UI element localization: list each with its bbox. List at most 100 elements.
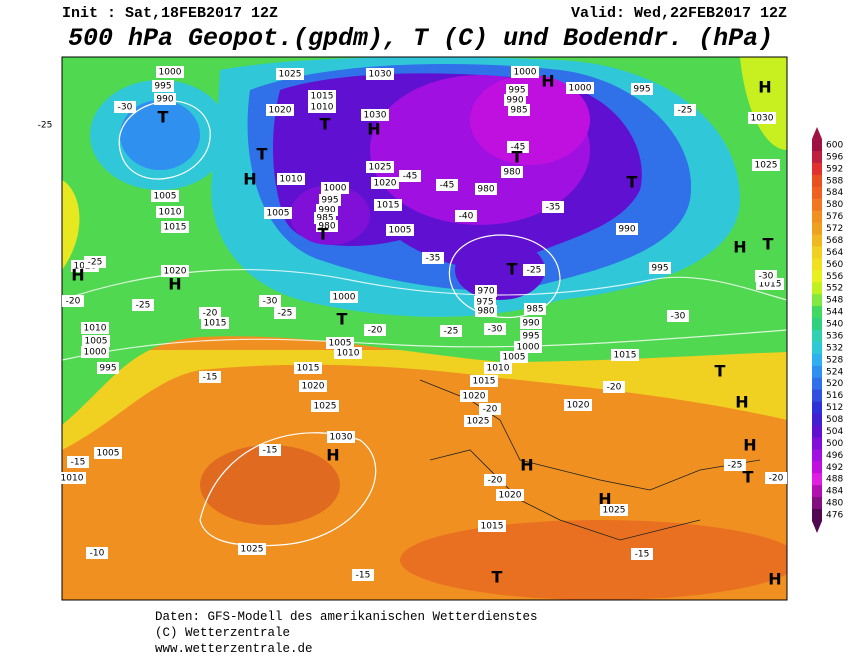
contour-label: 995 [633, 85, 650, 95]
contour-label: 1015 [377, 201, 400, 211]
contour-label: 1025 [241, 545, 264, 555]
pressure-center: H [168, 275, 181, 294]
colorbar-cell [812, 341, 822, 355]
contour-label: 1015 [297, 364, 320, 374]
label-box [319, 194, 341, 206]
contour-label: -20 [368, 326, 383, 336]
colorbar-cap [812, 520, 822, 533]
label-box [238, 543, 266, 555]
contour-label: -20 [607, 383, 622, 393]
colorbar-label: 576 [826, 212, 843, 222]
colorbar-cap [812, 127, 822, 140]
label-box [631, 548, 653, 560]
pressure-center: H [243, 170, 256, 189]
colorbar-label: 516 [826, 391, 843, 401]
colorbar-cell [812, 186, 822, 200]
label-box [374, 199, 402, 211]
label-box [156, 206, 184, 218]
contour-label: -35 [426, 254, 441, 264]
pressure-center: T [715, 362, 726, 381]
pressure-center: H [758, 78, 771, 97]
pressure-center: H [735, 393, 748, 412]
pressure-center: T [318, 225, 329, 244]
label-box [352, 569, 374, 581]
label-box [600, 504, 628, 516]
contour-label: 1005 [503, 353, 526, 363]
label-box [501, 166, 523, 178]
colorbar-label: 596 [826, 152, 843, 162]
contour-label: -25 [136, 301, 151, 311]
label-box [500, 351, 528, 363]
contour-label: 995 [651, 264, 668, 274]
label-box [464, 415, 492, 427]
label-box [201, 317, 229, 329]
contour-label: 1005 [85, 337, 108, 347]
valid-time: Valid: Wed,22FEB2017 12Z [571, 5, 787, 22]
contour-label: 1005 [97, 449, 120, 459]
contour-label: -20 [203, 309, 218, 319]
footer-line: www.wetterzentrale.de [155, 642, 313, 656]
pressure-center: H [743, 436, 756, 455]
colorbar-cell [812, 222, 822, 236]
label-box [724, 459, 746, 471]
contour-label: -20 [66, 297, 81, 307]
pressure-center: H [367, 120, 380, 139]
colorbar-label: 560 [826, 260, 843, 270]
contour-label: 1000 [324, 184, 347, 194]
contour-label: 980 [318, 222, 335, 232]
label-box [631, 83, 653, 95]
contour-label: -30 [118, 103, 133, 113]
label-box [504, 94, 526, 106]
contour-label: -20 [769, 474, 784, 484]
contour-label: 995 [522, 332, 539, 342]
contour-label: 990 [156, 95, 173, 105]
contour-label: 1015 [204, 319, 227, 329]
colorbar-cell [812, 461, 822, 474]
contour-label: -25 [444, 327, 459, 337]
contour-label: -25 [278, 309, 293, 319]
contour-label: 1005 [267, 209, 290, 219]
colorbar-cell [812, 282, 822, 295]
colorbar-cell [812, 425, 822, 438]
colorbar-cell [812, 509, 822, 522]
colorbar-cell [812, 377, 822, 391]
label-box [326, 337, 354, 349]
colorbar-cell [812, 270, 822, 283]
label-box [82, 335, 110, 347]
contour-label: 1020 [302, 382, 325, 392]
label-box [514, 341, 542, 353]
label-box [542, 201, 564, 213]
contour-label: 995 [508, 86, 525, 96]
label-box [484, 323, 506, 335]
label-box [511, 66, 539, 78]
label-box [67, 456, 89, 468]
label-box [755, 270, 777, 282]
label-box [274, 307, 296, 319]
contour-label: 995 [154, 82, 171, 92]
label-box [752, 159, 780, 171]
label-box [94, 447, 122, 459]
label-box [276, 68, 304, 80]
label-box [58, 472, 86, 484]
label-box [34, 119, 56, 131]
colorbar-label: 588 [826, 176, 843, 186]
colorbar-label: 572 [826, 224, 843, 234]
label-box [84, 256, 106, 268]
contour-label: 1010 [61, 474, 84, 484]
label-box [266, 104, 294, 116]
pressure-center: T [507, 260, 518, 279]
label-box [484, 474, 506, 486]
label-box [308, 90, 336, 102]
contour-label: 980 [503, 168, 520, 178]
label-box [524, 303, 546, 315]
label-box [479, 403, 501, 415]
colorbar-cell [812, 306, 822, 319]
label-box [478, 520, 506, 532]
pressure-center: H [541, 72, 554, 91]
pressure-center: T [492, 568, 503, 587]
contour-label: 1015 [311, 92, 334, 102]
contour-label: 1025 [279, 70, 302, 80]
init-time: Init : Sat,18FEB2017 12Z [62, 5, 278, 22]
colorbar-cell [812, 318, 822, 331]
